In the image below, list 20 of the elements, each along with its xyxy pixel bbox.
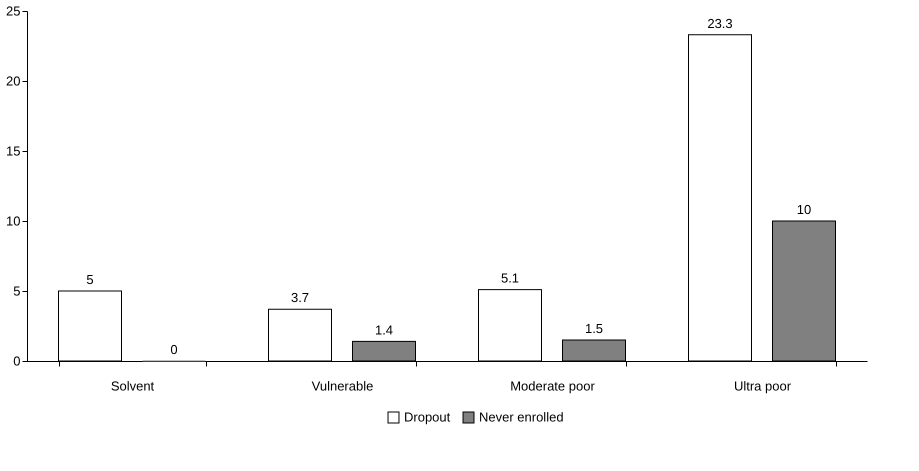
x-tick-label: Vulnerable bbox=[312, 378, 374, 394]
y-tick-label: 10 bbox=[6, 214, 20, 228]
y-tick-label: 25 bbox=[6, 4, 20, 18]
data-label: 5 bbox=[86, 272, 94, 287]
data-label: 1.5 bbox=[584, 321, 604, 336]
y-tick-label: 5 bbox=[13, 284, 20, 298]
y-tick-label: 15 bbox=[6, 144, 20, 158]
x-tick-label: Ultra poor bbox=[734, 378, 792, 394]
y-tick-label: 0 bbox=[13, 354, 20, 368]
y-tick-label: 20 bbox=[6, 74, 20, 88]
x-tick-label: Moderate poor bbox=[510, 378, 596, 394]
legend-label: Dropout bbox=[404, 410, 451, 425]
data-label: 3.7 bbox=[290, 290, 310, 306]
data-label: 1.4 bbox=[374, 322, 394, 338]
data-label: 10 bbox=[796, 202, 812, 217]
data-label: 0 bbox=[170, 342, 178, 357]
data-label: 5.1 bbox=[500, 270, 520, 286]
data-label: 23.3 bbox=[707, 16, 733, 31]
legend-label: Never enrolled bbox=[479, 410, 564, 425]
x-tick-label: Solvent bbox=[110, 378, 155, 394]
